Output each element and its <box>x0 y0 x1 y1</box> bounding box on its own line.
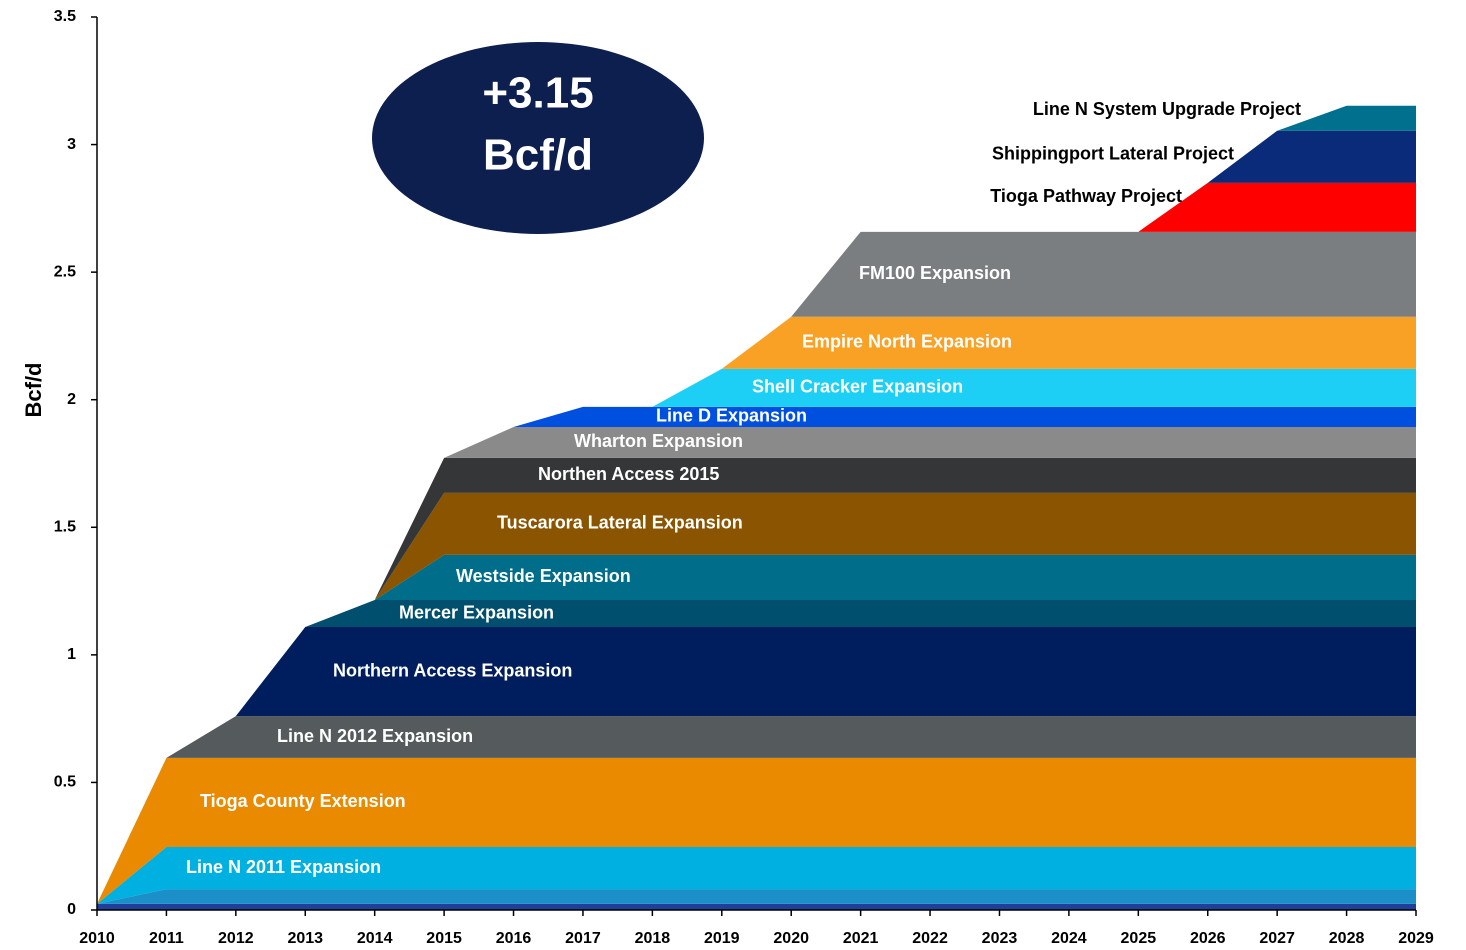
labels: Line N 2011 Expansion Tioga County Extens… <box>186 99 1301 877</box>
x-tick-label: 2011 <box>149 930 184 947</box>
y-tick-label: 2 <box>67 391 76 408</box>
series-label: Wharton Expansion <box>574 431 743 451</box>
x-tick-label: 2027 <box>1259 930 1295 947</box>
areas <box>97 105 1416 910</box>
x-tick-label: 2015 <box>426 930 462 947</box>
x-tick-label: 2018 <box>635 930 671 947</box>
x-tick-label: 2023 <box>982 930 1018 947</box>
x-tick-label: 2016 <box>496 930 532 947</box>
y-tick-label: 1.5 <box>54 519 76 536</box>
x-tick-label: 2010 <box>79 930 115 947</box>
area <box>97 492 1416 904</box>
area <box>97 903 1416 910</box>
y-tick-label: 3 <box>67 136 76 153</box>
series-label: Tioga County Extension <box>200 791 406 811</box>
x-tick-label: 2028 <box>1329 930 1365 947</box>
x-tick-label: 2022 <box>912 930 948 947</box>
x-tick-label: 2019 <box>704 930 740 947</box>
series-label: FM100 Expansion <box>859 263 1011 283</box>
area <box>97 554 1416 904</box>
x-tick-label: 2026 <box>1190 930 1226 947</box>
series-label: Northen Access 2015 <box>538 464 719 484</box>
annotation-bubble <box>372 42 704 234</box>
series-label: Line D Expansion <box>656 406 807 426</box>
x-tick-label: 2020 <box>773 930 809 947</box>
x-tick-label: 2025 <box>1121 930 1157 947</box>
y-tick-label: 3.5 <box>54 8 76 25</box>
x-tick-label: 2021 <box>843 930 879 947</box>
annotation: Bcf/d <box>483 131 593 180</box>
annotation: +3.15 <box>482 69 593 118</box>
series-label: Empire North Expansion <box>802 332 1012 352</box>
x-tick-label: 2013 <box>287 930 323 947</box>
series-label: Tuscarora Lateral Expansion <box>497 513 743 533</box>
x-tick-label: 2024 <box>1051 930 1087 947</box>
series-label: Line N 2012 Expansion <box>277 726 473 746</box>
y-axis-label: Bcf/d <box>21 363 46 418</box>
area <box>97 889 1416 904</box>
y-tick-label: 0.5 <box>54 774 76 791</box>
series-label: Line N 2011 Expansion <box>186 857 381 877</box>
y-tick-label: 2.5 <box>54 263 76 280</box>
x-tick-label: 2017 <box>565 930 601 947</box>
area <box>97 716 1416 904</box>
y-tick-label: 1 <box>67 646 76 663</box>
x-tick-label: 2014 <box>357 930 393 947</box>
series-label: Shippingport Lateral Project <box>992 144 1234 164</box>
x-tick-label: 2012 <box>218 930 254 947</box>
area <box>97 846 1416 904</box>
series-label: Line N System Upgrade Project <box>1033 99 1301 119</box>
area <box>97 757 1416 904</box>
series-label: Shell Cracker Expansion <box>752 377 963 397</box>
area <box>97 627 1416 904</box>
x-tick-label: 2029 <box>1398 930 1434 947</box>
series-label: Mercer Expansion <box>399 602 554 622</box>
series-label: Tioga Pathway Project <box>990 186 1182 206</box>
series-label: Northern Access Expansion <box>333 660 572 680</box>
area <box>97 231 1416 904</box>
y-tick-label: 0 <box>67 901 76 918</box>
series-label: Westside Expansion <box>456 566 631 586</box>
